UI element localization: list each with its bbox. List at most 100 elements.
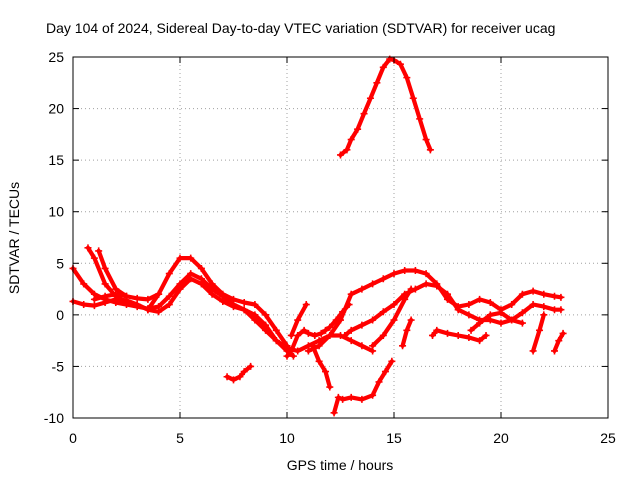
data-point: [326, 331, 334, 339]
data-point: [358, 285, 366, 293]
x-tick-label: 20: [493, 430, 509, 446]
data-point: [373, 79, 381, 87]
data-point: [422, 280, 430, 288]
data-point: [230, 376, 237, 384]
data-point: [409, 94, 417, 102]
data-point: [454, 306, 462, 314]
data-point: [112, 290, 120, 298]
data-point: [486, 311, 494, 319]
x-axis-label: GPS time / hours: [287, 457, 394, 473]
data-point: [133, 301, 141, 309]
data-point: [341, 331, 349, 339]
series-line: [332, 359, 394, 415]
data-point: [326, 323, 334, 331]
data-point: [529, 347, 537, 355]
data-point: [403, 326, 411, 334]
data-point: [369, 316, 377, 324]
data-point: [334, 393, 342, 401]
data-point: [379, 275, 387, 283]
data-point: [223, 373, 231, 381]
data-point: [90, 295, 98, 303]
y-tick-label: 10: [48, 204, 64, 220]
data-point: [486, 298, 494, 306]
y-tick-label: 0: [56, 307, 64, 323]
data-point: [347, 136, 355, 144]
y-tick-label: 20: [48, 101, 64, 117]
data-point: [557, 306, 565, 314]
series-track-14: [369, 285, 415, 350]
data-point: [433, 326, 441, 334]
data-point: [272, 337, 280, 345]
data-point: [433, 282, 441, 290]
data-point: [165, 301, 173, 309]
data-point: [540, 311, 548, 319]
y-tick-label: -5: [52, 358, 65, 374]
data-point: [337, 151, 344, 159]
data-point: [411, 267, 419, 275]
data-point: [240, 368, 248, 376]
data-point: [80, 301, 88, 309]
data-point: [559, 329, 567, 337]
data-point: [407, 316, 415, 324]
data-point: [529, 301, 537, 309]
data-point: [343, 146, 351, 154]
data-point: [551, 292, 558, 300]
data-point: [467, 326, 475, 334]
data-point: [240, 298, 248, 306]
data-point: [101, 264, 109, 272]
data-point: [354, 125, 362, 133]
data-point: [304, 329, 312, 337]
data-point: [379, 63, 387, 71]
data-point: [536, 326, 544, 334]
data-point: [508, 301, 516, 309]
data-point: [283, 352, 291, 360]
series-track-20: [337, 55, 434, 159]
data-point: [155, 290, 163, 298]
data-point: [219, 297, 227, 305]
y-tick-label: 5: [56, 255, 64, 271]
series-track-6: [144, 254, 291, 350]
data-point: [369, 342, 377, 350]
data-point: [311, 331, 319, 339]
data-point: [358, 321, 366, 329]
data-point: [155, 308, 163, 316]
data-point: [262, 311, 270, 319]
data-point: [416, 115, 424, 123]
data-point: [101, 292, 109, 300]
data-point: [497, 319, 505, 327]
data-point: [326, 383, 334, 391]
data-point: [390, 270, 398, 278]
data-point: [251, 316, 259, 324]
series-line: [310, 343, 332, 390]
data-point: [508, 316, 516, 324]
series-line: [225, 364, 253, 382]
data-point: [80, 280, 88, 288]
data-point: [529, 287, 537, 295]
series-track-19: [551, 329, 567, 355]
data-point: [379, 331, 387, 339]
series-line: [284, 302, 352, 359]
data-point: [381, 368, 389, 376]
data-point: [551, 347, 558, 355]
data-point: [294, 347, 302, 355]
data-point: [347, 337, 355, 345]
data-point: [165, 270, 173, 278]
data-point: [358, 395, 366, 403]
plot-frame: [72, 56, 609, 419]
data-point: [287, 331, 295, 339]
data-point: [497, 309, 505, 317]
data-point: [101, 298, 109, 306]
data-point: [375, 378, 383, 386]
data-point: [144, 306, 152, 314]
data-point: [230, 303, 237, 311]
x-tick-label: 10: [279, 430, 295, 446]
series-line: [145, 256, 290, 348]
series-track-11: [287, 301, 310, 339]
data-point: [133, 294, 141, 302]
data-point: [230, 295, 237, 303]
data-point: [236, 373, 244, 381]
data-point: [476, 337, 484, 345]
series-track-15: [399, 316, 415, 350]
series-layer: [69, 55, 567, 417]
